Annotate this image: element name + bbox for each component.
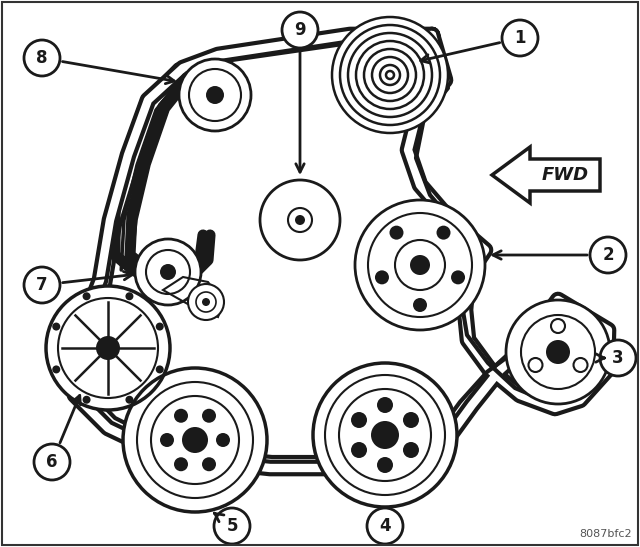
Circle shape [313, 363, 457, 507]
Circle shape [160, 264, 176, 280]
Circle shape [351, 442, 367, 458]
Circle shape [123, 368, 267, 512]
Circle shape [202, 409, 216, 423]
Circle shape [295, 215, 305, 225]
Circle shape [377, 457, 393, 473]
Circle shape [216, 433, 230, 447]
Text: 7: 7 [36, 276, 48, 294]
Circle shape [174, 409, 188, 423]
Circle shape [174, 457, 188, 472]
Circle shape [24, 267, 60, 303]
Circle shape [451, 270, 465, 284]
Circle shape [125, 292, 133, 300]
Circle shape [282, 12, 318, 48]
Circle shape [410, 255, 430, 275]
Circle shape [546, 340, 570, 364]
Circle shape [135, 239, 201, 305]
Text: 5: 5 [227, 517, 237, 535]
Circle shape [202, 457, 216, 472]
Circle shape [351, 412, 367, 428]
Circle shape [188, 284, 224, 320]
Circle shape [156, 323, 164, 330]
Text: FWD: FWD [541, 166, 589, 184]
Circle shape [413, 298, 427, 312]
Circle shape [600, 340, 636, 376]
Circle shape [46, 286, 170, 410]
Polygon shape [492, 147, 600, 203]
Circle shape [506, 300, 610, 404]
Text: 9: 9 [294, 21, 306, 39]
Text: 4: 4 [379, 517, 391, 535]
Circle shape [156, 365, 164, 374]
Text: 2: 2 [602, 246, 614, 264]
Circle shape [436, 226, 451, 240]
Circle shape [214, 508, 250, 544]
Circle shape [182, 427, 208, 453]
Circle shape [355, 200, 485, 330]
Circle shape [377, 397, 393, 413]
Polygon shape [163, 277, 223, 317]
Circle shape [502, 20, 538, 56]
Text: 8: 8 [36, 49, 48, 67]
Circle shape [375, 270, 389, 284]
Circle shape [390, 226, 403, 240]
Circle shape [52, 365, 60, 374]
Circle shape [206, 86, 224, 104]
Circle shape [52, 323, 60, 330]
Circle shape [160, 433, 174, 447]
Circle shape [367, 508, 403, 544]
Circle shape [590, 237, 626, 273]
Circle shape [125, 395, 133, 404]
Circle shape [34, 444, 70, 480]
Circle shape [83, 395, 91, 404]
Text: 1: 1 [515, 29, 525, 47]
Circle shape [202, 298, 210, 306]
Text: 3: 3 [612, 349, 624, 367]
Circle shape [24, 40, 60, 76]
Circle shape [179, 59, 251, 131]
Circle shape [332, 17, 448, 133]
Circle shape [260, 180, 340, 260]
Circle shape [403, 412, 419, 428]
Text: 6: 6 [46, 453, 58, 471]
Text: 8087bfc2: 8087bfc2 [579, 529, 632, 539]
Circle shape [371, 421, 399, 449]
Circle shape [83, 292, 91, 300]
Circle shape [403, 442, 419, 458]
Circle shape [96, 336, 120, 360]
